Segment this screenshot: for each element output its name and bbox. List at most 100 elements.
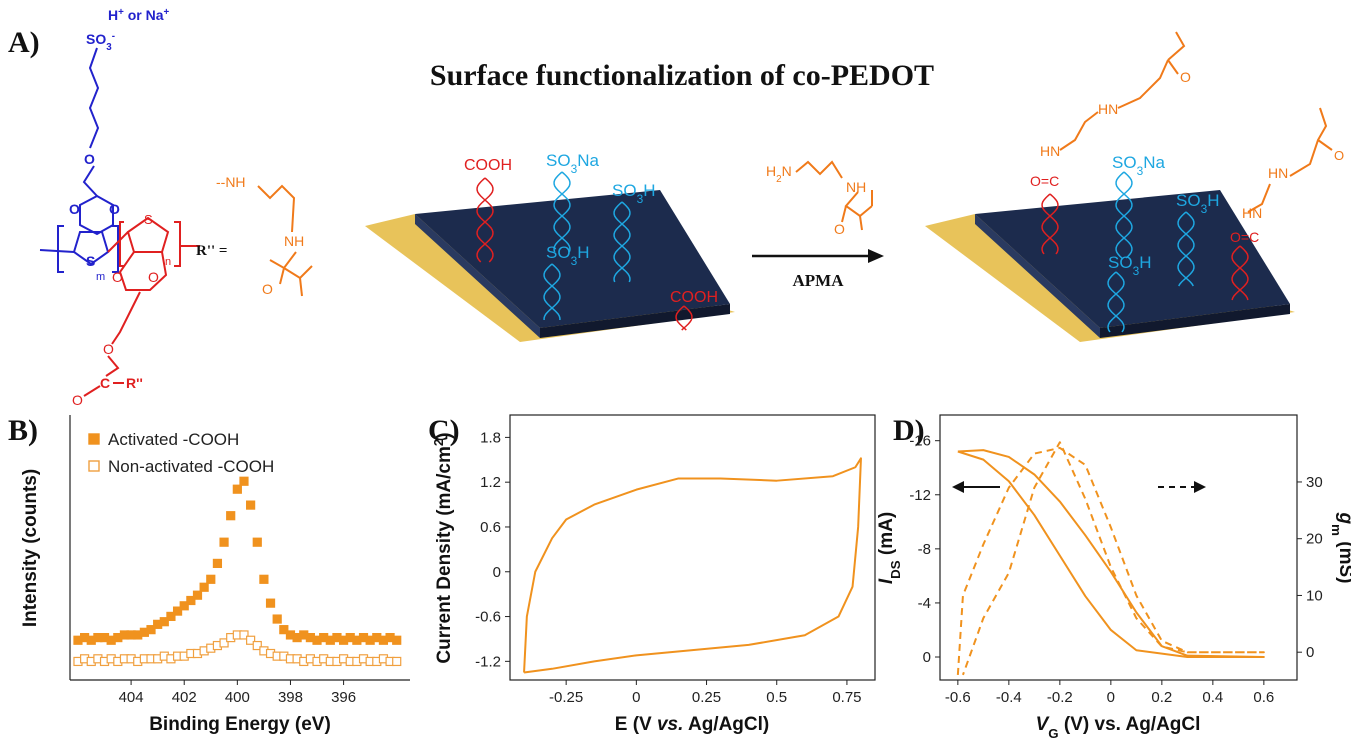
- pedot-film: [975, 190, 1290, 328]
- x-axis-label: E (V vs. Ag/AgCl): [615, 714, 770, 735]
- amine: NH: [846, 179, 866, 195]
- amine: NH: [284, 233, 304, 249]
- series-line: [956, 441, 1265, 676]
- x-axis-label: VG (V) vs. Ag/AgCl: [1036, 714, 1201, 741]
- group-label: SO3H: [1176, 191, 1219, 216]
- group-label: COOH: [670, 289, 718, 306]
- x-tick-label: -0.4: [996, 689, 1022, 706]
- helix: [553, 171, 571, 253]
- y-tick-label: -12: [909, 487, 931, 504]
- amine: HN: [1098, 101, 1118, 117]
- carbonyl: O=C: [1230, 229, 1259, 245]
- x-tick-label: 0: [632, 689, 640, 706]
- atom: O: [112, 269, 123, 285]
- helix: [1177, 211, 1195, 287]
- counterion: H+ or Na+: [108, 7, 170, 24]
- subscript: m: [96, 271, 105, 283]
- atom: S: [86, 253, 95, 269]
- helix: [476, 177, 494, 263]
- group-label: COOH: [464, 157, 512, 174]
- atom: C: [100, 375, 110, 391]
- atom: S: [144, 212, 153, 227]
- sulfonate: SO3-: [86, 31, 115, 53]
- atom: O: [834, 221, 845, 237]
- helix: [681, 305, 693, 331]
- plot-frame: [509, 414, 876, 681]
- atom: O: [69, 201, 80, 217]
- atom: O: [103, 341, 114, 357]
- x-tick-label: 398: [278, 689, 303, 706]
- group-label: SO3H: [612, 181, 655, 206]
- y-tick-label: -0.6: [475, 609, 501, 626]
- y2-tick-label: 0: [1306, 644, 1314, 661]
- group-label: SO3H: [1108, 253, 1151, 278]
- point: [219, 537, 229, 547]
- helix: [613, 201, 631, 283]
- point: [192, 590, 203, 600]
- group-label: SO3Na: [1112, 153, 1165, 178]
- y-axis-label: Intensity (counts): [20, 469, 41, 627]
- arrowhead: [868, 249, 884, 263]
- y-tick-label: -4: [918, 595, 931, 612]
- legend-marker: [88, 433, 100, 445]
- helix: [1231, 245, 1249, 301]
- panel-label: D): [893, 414, 925, 447]
- x-tick-label: 0.2: [1151, 689, 1172, 706]
- molecule-blue: [39, 47, 119, 273]
- point: [279, 625, 289, 635]
- film-edge: [540, 304, 730, 338]
- helix: [1115, 171, 1133, 259]
- x-tick-label: -0.2: [1047, 689, 1073, 706]
- point: [146, 625, 156, 635]
- x-tick-label: 0.75: [832, 689, 861, 706]
- legend-label: Activated -COOH: [108, 430, 239, 449]
- point: [166, 611, 176, 622]
- point: [392, 635, 402, 645]
- film-edge: [1100, 304, 1290, 338]
- title: Surface functionalization of co-PEDOT: [430, 59, 934, 92]
- film-edge: [415, 214, 540, 338]
- point: [392, 656, 402, 667]
- x-tick-label: 0.6: [1253, 689, 1274, 706]
- y-tick-label: 0: [923, 649, 931, 666]
- legend-label: Non-activated -COOH: [108, 457, 274, 476]
- helix: [1041, 193, 1059, 255]
- atom: O: [109, 201, 120, 217]
- subscript: n: [165, 256, 171, 268]
- x-tick-label: -0.6: [945, 689, 971, 706]
- x-tick-label: 396: [331, 689, 356, 706]
- amine: --NH: [216, 174, 246, 190]
- amine: HN: [1040, 143, 1060, 159]
- amine: H2N: [766, 163, 792, 185]
- helix: [613, 201, 631, 283]
- point: [219, 638, 229, 648]
- amine: HN: [1268, 165, 1288, 181]
- panel-label: B): [8, 414, 38, 447]
- carbonyl: O=C: [1030, 173, 1059, 189]
- x-tick-label: 404: [119, 689, 144, 706]
- helix: [553, 171, 571, 253]
- point: [232, 484, 242, 494]
- helix: [543, 263, 561, 320]
- linker: [257, 184, 313, 297]
- arrowhead: [1194, 481, 1206, 493]
- y2-axis-label: gm (mS): [1330, 512, 1351, 584]
- point: [172, 606, 183, 616]
- substituent: R'': [126, 375, 143, 391]
- y-tick-label: 0.6: [480, 519, 501, 536]
- group-label: SO3H: [546, 243, 589, 268]
- point: [206, 574, 216, 584]
- x-tick-label: 0: [1107, 689, 1115, 706]
- film-edge: [975, 214, 1100, 338]
- y-tick-label: -1.2: [475, 653, 501, 670]
- x-tick-label: -0.25: [549, 689, 583, 706]
- y-tick-label: -8: [918, 541, 931, 558]
- point: [239, 630, 249, 640]
- y-tick-label: -16: [909, 433, 931, 450]
- point: [186, 595, 196, 606]
- strands: [476, 171, 693, 331]
- atom: O: [72, 392, 83, 408]
- point: [246, 635, 256, 645]
- point: [212, 558, 223, 569]
